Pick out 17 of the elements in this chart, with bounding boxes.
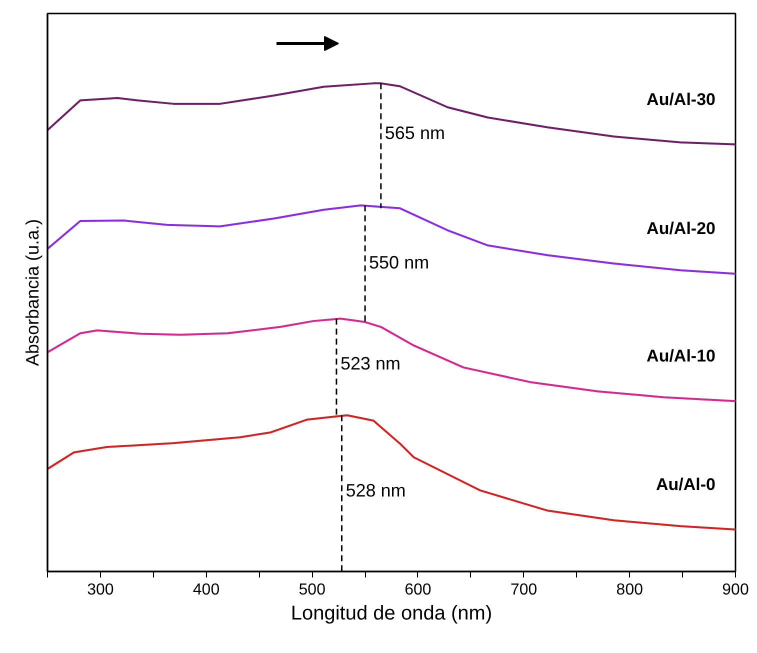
- annotation: 528 nm: [346, 480, 406, 500]
- annotation: 523 nm: [340, 354, 401, 374]
- x-tick-label: 700: [510, 582, 538, 598]
- series-label: Au/Al-0: [656, 475, 716, 494]
- series-label: Au/Al-10: [646, 346, 716, 366]
- annotation: 565 nm: [384, 123, 445, 144]
- x-axis-title: Longitud de onda (nm): [290, 602, 492, 624]
- x-tick-label: 800: [616, 582, 644, 598]
- y-axis-title: Absorbancia (u.a.): [22, 218, 42, 366]
- x-tick-label: 500: [298, 582, 326, 598]
- x-tick-label: 600: [404, 582, 432, 598]
- series-label: Au/Al-20: [646, 219, 716, 238]
- x-tick-label: 400: [192, 582, 220, 598]
- x-tick-label: 300: [87, 582, 114, 598]
- annotation: 550 nm: [369, 252, 430, 272]
- series-label: Au/Al-30: [646, 90, 716, 109]
- x-tick-label: 900: [722, 582, 749, 598]
